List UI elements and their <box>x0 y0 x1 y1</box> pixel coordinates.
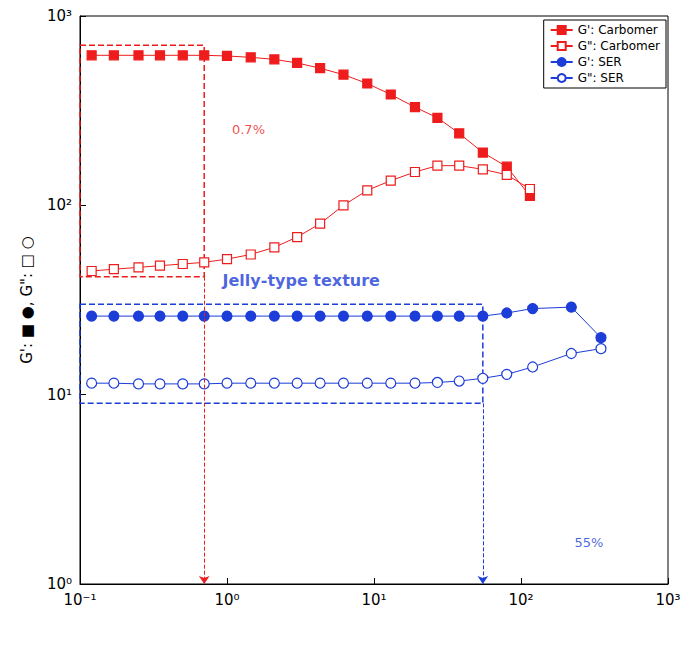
svg-text:10¹: 10¹ <box>47 386 72 404</box>
svg-text:10³: 10³ <box>655 591 680 609</box>
svg-text:G': Carbomer: G': Carbomer <box>578 23 658 37</box>
svg-text:10⁰: 10⁰ <box>46 575 72 593</box>
svg-text:10⁻¹: 10⁻¹ <box>63 591 96 609</box>
svg-text:10²: 10² <box>508 591 533 609</box>
svg-text:10²: 10² <box>47 196 72 214</box>
svg-text:10³: 10³ <box>47 7 72 25</box>
svg-text:0.7%: 0.7% <box>232 122 265 137</box>
svg-text:Jelly-type texture: Jelly-type texture <box>222 271 381 290</box>
svg-text:55%: 55% <box>575 535 604 550</box>
svg-text:G': SER: G': SER <box>578 55 622 69</box>
svg-text:G': ■ ●, G": □ ○: G': ■ ●, G": □ ○ <box>18 236 36 364</box>
svg-text:G": Carbomer: G": Carbomer <box>578 39 660 53</box>
svg-text:10¹: 10¹ <box>361 591 386 609</box>
svg-text:10⁰: 10⁰ <box>214 591 239 609</box>
svg-text:G": SER: G": SER <box>578 71 624 85</box>
